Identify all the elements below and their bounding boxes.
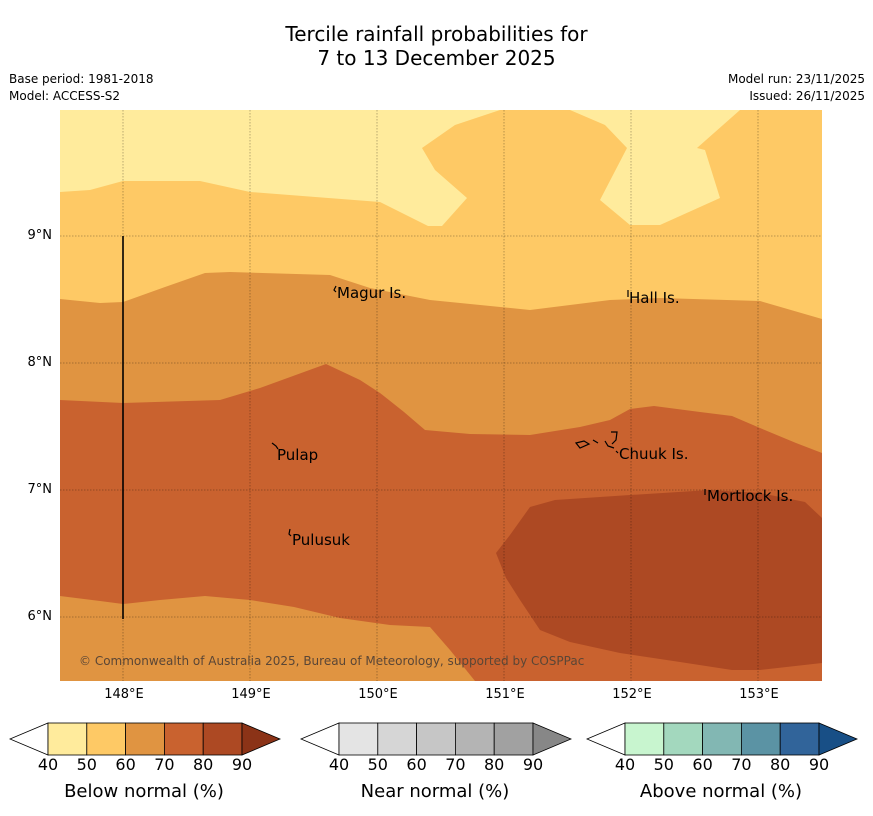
title-line-2: 7 to 13 December 2025 [317, 46, 556, 70]
place-chuuk: Chuuk Is. [619, 445, 688, 463]
colorbar-below-segment [47, 722, 88, 756]
colorbar-above-label: Above normal (%) [639, 781, 803, 802]
colorbar-above-tick: 70 [731, 755, 752, 774]
colorbar-above-tick: 80 [770, 755, 791, 774]
island-shapes [271, 285, 706, 537]
colorbar-below-over-triangle [241, 722, 281, 756]
colorbar-near-segment [338, 722, 379, 756]
colorbar-above-tick: 40 [614, 755, 636, 774]
colorbar-near-under-triangle [300, 722, 340, 756]
colorbar-above-over-triangle [818, 722, 858, 756]
island-magur [333, 285, 337, 293]
lon-label-149e: 149°E [231, 687, 271, 702]
colorbar-below-segment [202, 722, 243, 756]
copyright-notice: © Commonwealth of Australia 2025, Bureau… [79, 654, 584, 668]
colorbar-below-tick: 90 [231, 755, 253, 774]
colorbar-near-label: Near normal (%) [360, 781, 510, 802]
colorbar-near-tick: 60 [406, 755, 427, 774]
colorbar-below-tick: 80 [193, 755, 214, 774]
colorbar-above-segment [624, 722, 665, 756]
band-below-60-70-south [60, 596, 475, 681]
meta-right: Model run: 23/11/2025 Issued: 26/11/2025 [728, 71, 865, 105]
probability-map: Magur Is. Hall Is. Pulap Chuuk Is. Mortl… [60, 110, 822, 681]
place-mortlock: Mortlock Is. [707, 487, 793, 505]
colorbar-below-tick: 60 [115, 755, 136, 774]
colorbar-below-under-triangle [9, 722, 49, 756]
colorbar-above-tick: 90 [808, 755, 830, 774]
colorbar-below-segment [163, 722, 204, 756]
place-magur: Magur Is. [337, 284, 406, 302]
colorbar-above-segment [779, 722, 820, 756]
meta-left: Base period: 1981-2018 Model: ACCESS-S2 [9, 71, 154, 105]
colorbar-above-under-triangle [586, 722, 626, 756]
colorbar-near-tick: 70 [445, 755, 466, 774]
colorbar-near-segment [377, 722, 418, 756]
colorbar-above-segment [740, 722, 781, 756]
colorbar-below-tick: 50 [76, 755, 97, 774]
colorbar-above [586, 722, 858, 756]
colorbar-below-label: Below normal (%) [64, 781, 224, 802]
place-pulap: Pulap [277, 446, 318, 464]
island-chuuk [574, 431, 619, 454]
model-name: Model: ACCESS-S2 [9, 89, 121, 103]
issued-date: Issued: 26/11/2025 [749, 89, 865, 103]
title-line-1: Tercile rainfall probabilities for [285, 22, 588, 46]
colorbar-below-segment [125, 722, 165, 756]
colorbar-above-segment [663, 722, 704, 756]
base-period: Base period: 1981-2018 [9, 72, 154, 86]
colorbar-near-tick: 50 [367, 755, 388, 774]
model-run: Model run: 23/11/2025 [727, 72, 865, 86]
colorbar-below-segment [86, 722, 127, 756]
colorbar-near-segment [454, 722, 495, 756]
colorbar-above-tick: 50 [653, 755, 674, 774]
place-pulusuk: Pulusuk [292, 531, 350, 549]
lon-label-150e: 150°E [358, 687, 398, 702]
lat-label-6n: 6°N [27, 609, 53, 624]
lon-label-153e: 153°E [739, 687, 779, 702]
band-below-80-90 [496, 490, 822, 670]
colorbar-below [9, 722, 281, 756]
colorbar-above-segment [702, 722, 742, 756]
island-pulusuk [288, 528, 292, 537]
island-pulap [271, 442, 279, 450]
colorbar-near-segment [416, 722, 456, 756]
lat-label-9n: 9°N [27, 228, 53, 243]
colorbar-near [300, 722, 572, 756]
lat-label-7n: 7°N [27, 482, 53, 497]
lon-label-151e: 151°E [485, 687, 525, 702]
colorbar-near-tick: 90 [522, 755, 544, 774]
lon-label-148e: 148°E [104, 687, 144, 702]
lon-label-152e: 152°E [612, 687, 652, 702]
lat-label-8n: 8°N [27, 355, 53, 370]
colorbar-near-segment [493, 722, 534, 756]
colorbar-above-tick: 60 [692, 755, 713, 774]
colorbar-near-over-triangle [532, 722, 572, 756]
colorbar-below-tick: 70 [154, 755, 175, 774]
colorbar-near-tick: 80 [484, 755, 505, 774]
place-hall: Hall Is. [629, 289, 680, 307]
colorbar-near-tick: 40 [328, 755, 350, 774]
chart-title: Tercile rainfall probabilities for 7 to … [0, 22, 873, 70]
colorbar-below-tick: 40 [37, 755, 59, 774]
